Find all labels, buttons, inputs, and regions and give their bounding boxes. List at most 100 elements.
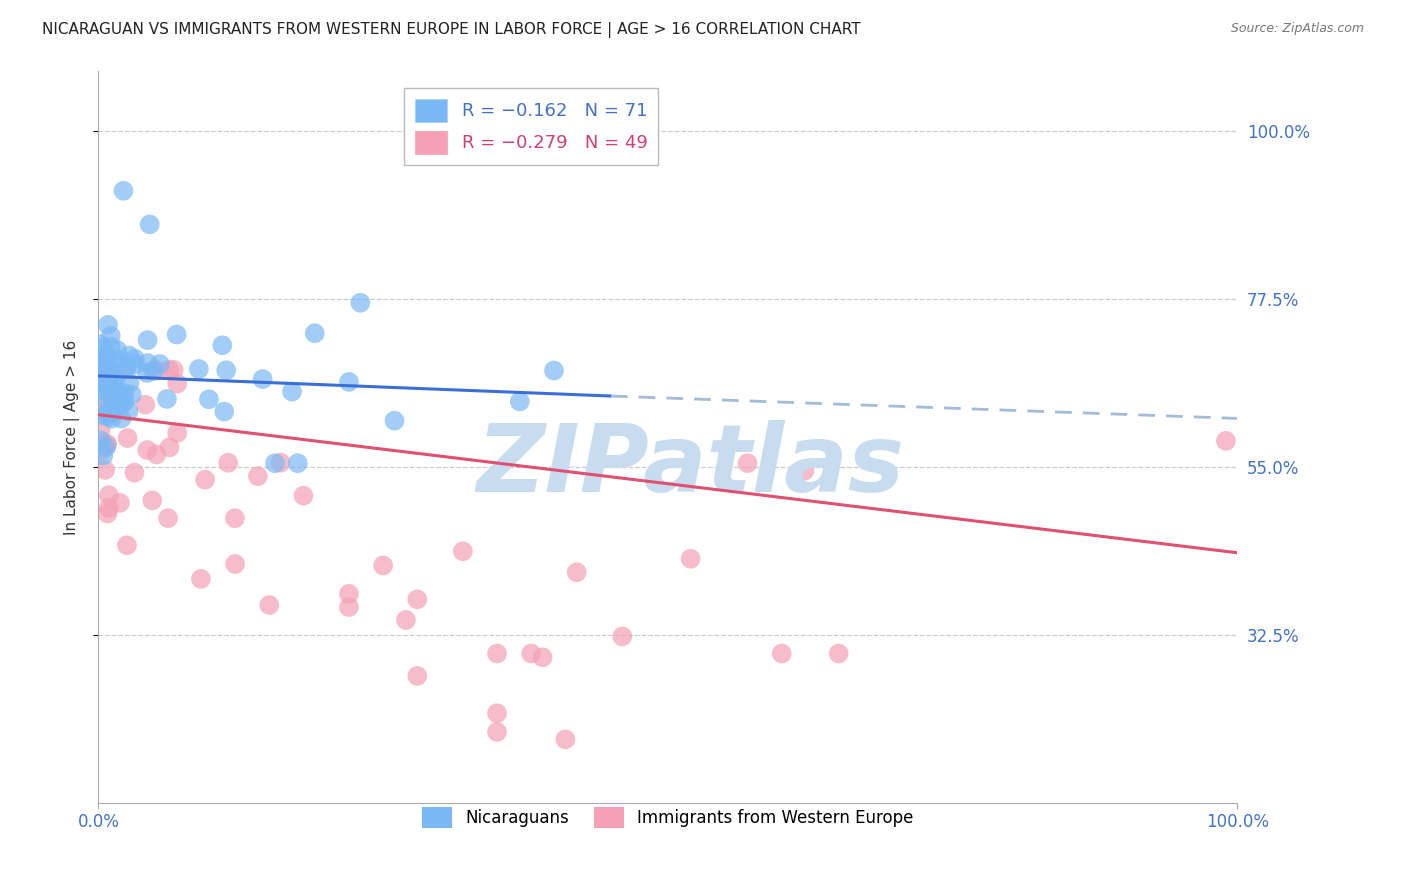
Point [121, 387, 143, 401]
Point [215, 363, 238, 377]
Point [94, 463, 117, 477]
Point [104, 354, 127, 368]
Point [337, 587, 360, 601]
Point [163, 363, 186, 377]
Point [112, 184, 135, 198]
Point [138, 218, 160, 232]
Point [187, 362, 209, 376]
Point [90, 365, 112, 379]
Point [96, 437, 118, 451]
Point [94, 363, 117, 377]
Point [166, 425, 188, 440]
Point [101, 405, 124, 419]
Point [103, 393, 125, 408]
Point [90, 423, 112, 437]
Point [115, 538, 138, 552]
Point [94, 391, 117, 405]
Point [395, 613, 418, 627]
Point [100, 329, 122, 343]
Point [211, 338, 233, 352]
Point [304, 326, 326, 341]
Point [136, 442, 159, 457]
Point [1215, 434, 1237, 448]
Point [96, 361, 118, 376]
Legend: Nicaraguans, Immigrants from Western Europe: Nicaraguans, Immigrants from Western Eur… [415, 800, 921, 835]
Point [108, 394, 131, 409]
Point [142, 364, 165, 378]
Point [93, 363, 115, 377]
Point [100, 340, 122, 354]
Point [384, 414, 406, 428]
Point [520, 647, 543, 661]
Point [114, 394, 136, 409]
Point [100, 382, 122, 396]
Text: NICARAGUAN VS IMMIGRANTS FROM WESTERN EUROPE IN LABOR FORCE | AGE > 16 CORRELATI: NICARAGUAN VS IMMIGRANTS FROM WESTERN EU… [42, 22, 860, 38]
Point [486, 647, 509, 661]
Point [117, 431, 139, 445]
Point [90, 337, 112, 351]
Point [166, 327, 188, 342]
Point [136, 366, 159, 380]
Point [141, 493, 163, 508]
Point [190, 572, 212, 586]
Point [90, 443, 112, 458]
Point [118, 349, 141, 363]
Point [737, 456, 759, 470]
Point [105, 343, 128, 357]
Y-axis label: In Labor Force | Age > 16: In Labor Force | Age > 16 [65, 340, 80, 534]
Point [531, 650, 554, 665]
Point [259, 598, 281, 612]
Point [98, 407, 121, 421]
Point [98, 387, 121, 401]
Point [554, 732, 576, 747]
Point [770, 647, 793, 661]
Point [93, 383, 115, 397]
Point [125, 357, 148, 371]
Point [90, 363, 112, 377]
Point [252, 372, 274, 386]
Point [145, 447, 167, 461]
Point [103, 380, 125, 394]
Text: Source: ZipAtlas.com: Source: ZipAtlas.com [1230, 22, 1364, 36]
Point [287, 456, 309, 470]
Point [543, 363, 565, 377]
Point [124, 351, 146, 366]
Point [90, 373, 112, 387]
Point [91, 359, 114, 373]
Point [281, 384, 304, 399]
Point [98, 380, 121, 394]
Point [97, 318, 120, 332]
Point [246, 469, 269, 483]
Point [136, 356, 159, 370]
Point [94, 353, 117, 368]
Point [96, 437, 118, 451]
Point [124, 466, 146, 480]
Point [97, 406, 120, 420]
Point [112, 363, 135, 377]
Point [134, 398, 156, 412]
Point [90, 434, 112, 448]
Point [136, 333, 159, 347]
Point [94, 440, 117, 454]
Point [97, 500, 120, 515]
Point [90, 376, 112, 390]
Point [486, 706, 509, 721]
Point [98, 384, 121, 398]
Point [110, 411, 132, 425]
Point [217, 456, 239, 470]
Point [612, 630, 634, 644]
Point [406, 669, 429, 683]
Point [91, 341, 114, 355]
Point [91, 449, 114, 463]
Point [214, 404, 236, 418]
Point [198, 392, 221, 407]
Point [101, 387, 124, 401]
Point [451, 544, 474, 558]
Point [115, 360, 138, 375]
Point [94, 409, 117, 423]
Point [270, 456, 292, 470]
Point [111, 397, 134, 411]
Point [108, 496, 131, 510]
Point [828, 647, 851, 661]
Point [264, 456, 287, 470]
